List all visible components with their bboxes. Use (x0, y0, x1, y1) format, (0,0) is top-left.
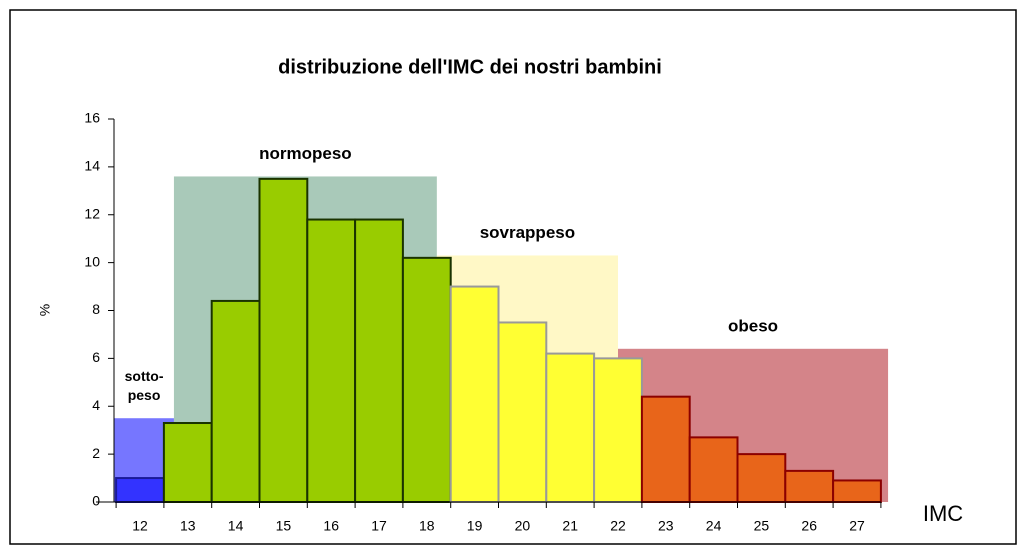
bar (258, 177, 309, 503)
x-tick-label: 16 (323, 518, 339, 534)
x-tick-label: 21 (562, 518, 578, 534)
chart-title: distribuzione dell'IMC dei nostri bambin… (278, 56, 662, 78)
bar (497, 321, 548, 503)
bar (115, 477, 165, 503)
y-tick-label: 16 (84, 110, 100, 126)
y-tick-label: 0 (92, 493, 100, 509)
bar (354, 218, 404, 503)
bar (162, 422, 213, 504)
zone-label: normopeso (259, 144, 352, 163)
bar (640, 395, 691, 503)
x-tick-label: 24 (706, 518, 722, 534)
y-axis-label: % (37, 304, 53, 316)
bar (210, 299, 261, 503)
y-tick-label: 12 (84, 205, 100, 221)
x-tick-label: 26 (801, 518, 817, 534)
y-tick-label: 4 (92, 397, 100, 413)
y-tick-label: 6 (92, 349, 100, 365)
bar (688, 436, 739, 503)
x-tick-label: 13 (180, 518, 196, 534)
y-tick-label: 8 (92, 301, 100, 317)
x-tick-label: 20 (515, 518, 531, 534)
x-tick-label: 25 (754, 518, 770, 534)
bar (449, 285, 500, 503)
x-tick-label: 12 (132, 518, 148, 534)
x-tick-label: 27 (849, 518, 865, 534)
y-tick-label: 10 (84, 253, 100, 269)
x-tick-label: 18 (419, 518, 435, 534)
x-tick-label: 15 (276, 518, 292, 534)
bar (306, 218, 357, 503)
y-tick-label: 2 (92, 445, 100, 461)
x-tick-label: 19 (467, 518, 483, 534)
bar (832, 479, 882, 503)
bar (784, 469, 835, 504)
zone-label: sotto- (125, 368, 164, 384)
bar (401, 256, 452, 503)
bar (736, 453, 787, 503)
bar (545, 352, 596, 503)
zone-label: obeso (728, 316, 778, 335)
bar (593, 357, 643, 503)
y-tick-label: 14 (84, 158, 100, 174)
zone-label: sovrappeso (480, 223, 575, 242)
x-tick-label: 22 (610, 518, 626, 534)
x-axis-label: IMC (923, 501, 963, 526)
x-tick-label: 17 (371, 518, 387, 534)
zone-label: peso (128, 387, 161, 403)
x-tick-label: 14 (228, 518, 244, 534)
x-tick-label: 23 (658, 518, 674, 534)
